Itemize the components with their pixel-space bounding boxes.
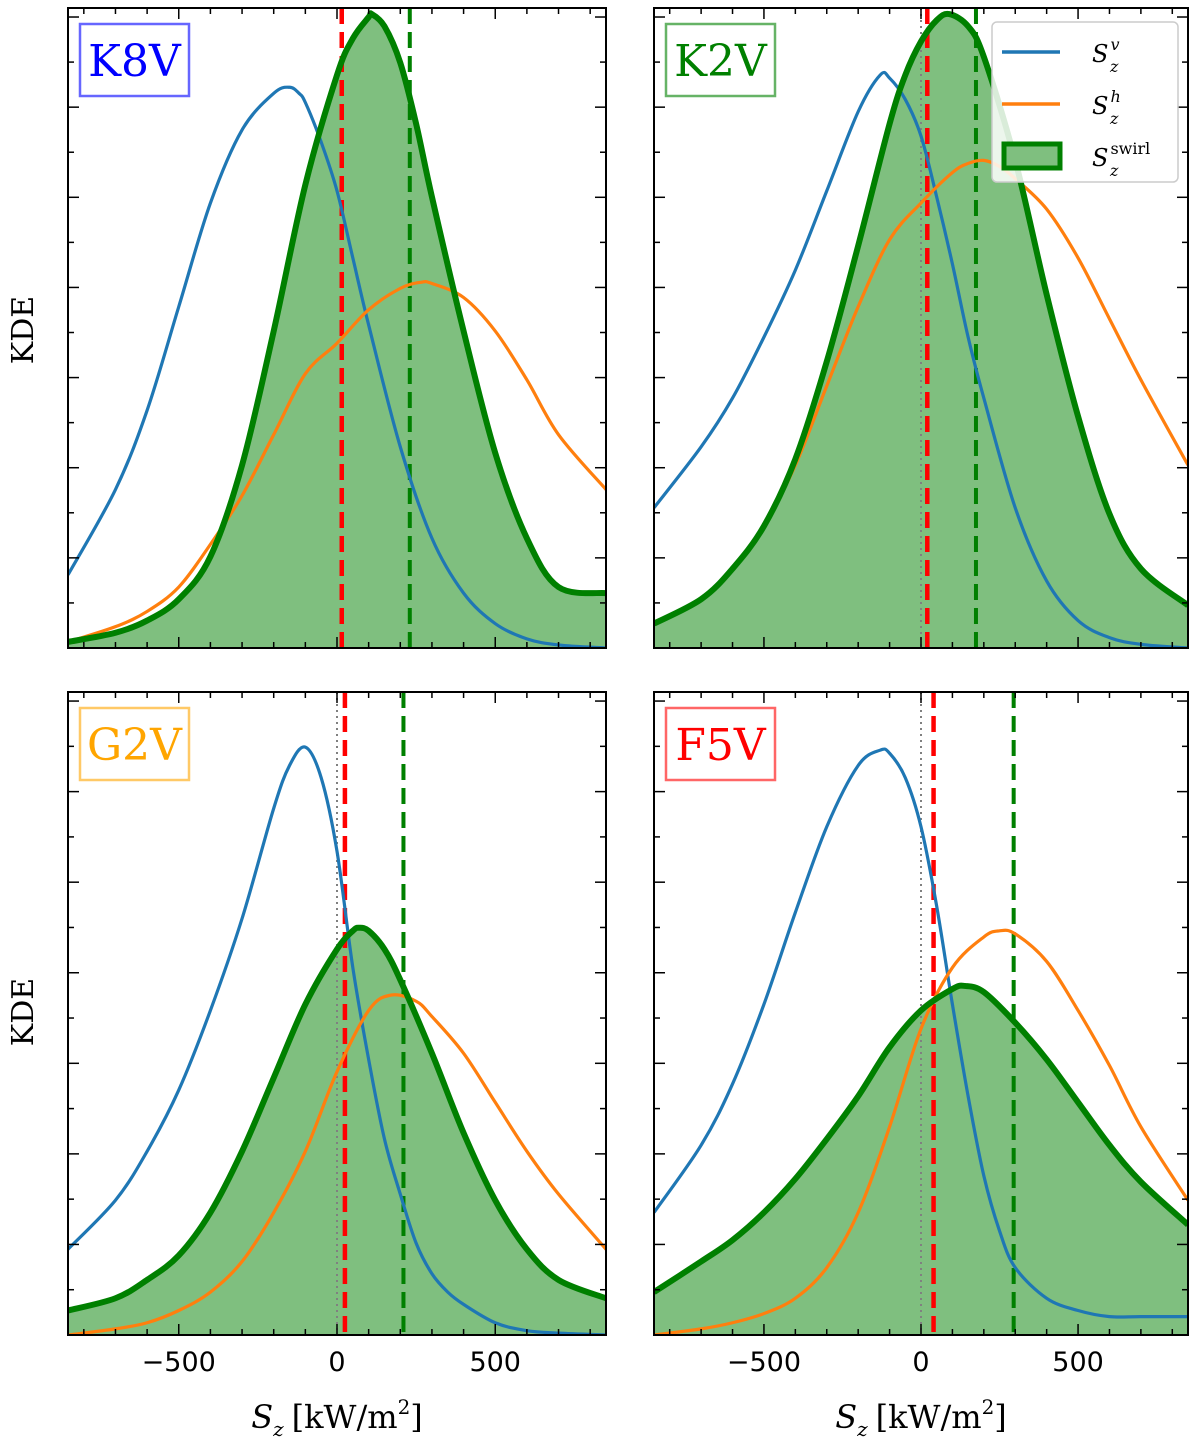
x-tick-label: 500 <box>469 1347 521 1378</box>
xlabel-right: Sz [kW/m2] <box>835 1395 1007 1441</box>
series-Sz_v <box>654 70 1188 648</box>
panel-label: G2V <box>87 720 183 771</box>
series-Sz_h <box>68 280 606 644</box>
panel-k8v: K8V <box>67 7 607 649</box>
xlabel-left: Sz [kW/m2] <box>251 1395 423 1441</box>
legend-swatch <box>1001 141 1063 171</box>
series-Sz_v <box>654 747 1188 1319</box>
x-tick-label: −500 <box>727 1347 801 1378</box>
panel-label-box: K2V <box>664 22 777 98</box>
panel-g2v: −500 0 500 G2V <box>67 691 607 1378</box>
ylabel-bottom: KDE <box>6 978 41 1046</box>
x-tick-label: −500 <box>142 1347 216 1378</box>
x-tick-label: 500 <box>1052 1347 1104 1378</box>
panel-k2v: K2V <box>653 7 1189 649</box>
panel-label-frame <box>664 706 777 782</box>
series-Sz_v <box>68 745 606 1335</box>
panel-f5v: −500 0 500 F5V <box>653 691 1189 1378</box>
panel-label: K2V <box>674 36 768 87</box>
plot-area <box>68 8 606 648</box>
swirl-fill <box>654 13 1188 648</box>
panel-label: K8V <box>88 36 182 87</box>
series-Sz_swirl <box>654 982 1188 1295</box>
x-tick-label: 0 <box>912 1347 929 1378</box>
plot-area <box>654 8 1188 648</box>
series-Sz_h <box>68 993 606 1335</box>
panel-label-box: K8V <box>78 22 191 98</box>
panel-label-frame <box>78 706 191 782</box>
series-Sz_swirl <box>68 924 606 1314</box>
plot-area <box>68 692 606 1335</box>
panel-label-frame <box>78 22 191 98</box>
series-Sz_swirl <box>654 10 1188 627</box>
swirl-fill <box>68 13 606 648</box>
series-Sz_swirl <box>68 10 606 645</box>
panel-label: F5V <box>675 720 767 771</box>
ylabel-top: KDE <box>6 296 41 364</box>
panel-label-box: F5V <box>664 706 777 782</box>
plot-area <box>654 692 1188 1335</box>
panel-label-box: G2V <box>78 706 191 782</box>
x-tick-label: 0 <box>328 1347 345 1378</box>
panel-label-frame <box>664 22 777 98</box>
